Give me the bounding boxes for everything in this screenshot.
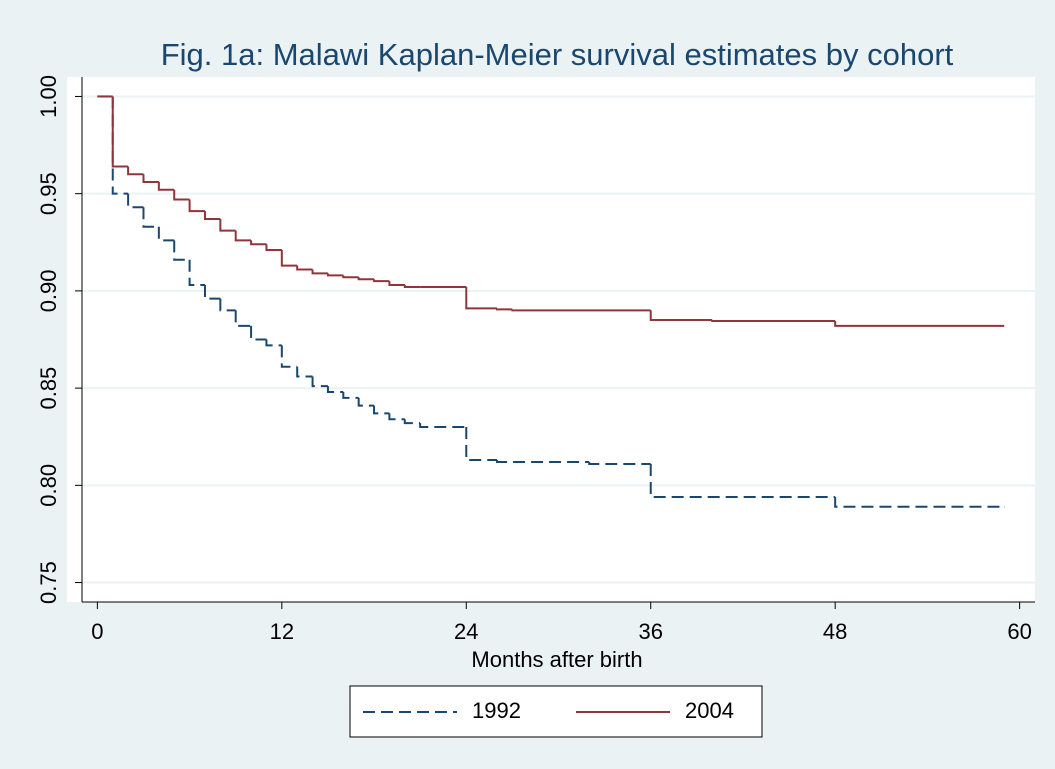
survival-step xyxy=(188,259,205,287)
survival-step xyxy=(403,419,421,425)
legend-label: 2004 xyxy=(685,698,734,723)
survival-step xyxy=(373,405,390,415)
survival-step xyxy=(649,310,713,322)
survival-step xyxy=(326,386,344,393)
survival-step xyxy=(419,423,467,428)
y-tick-label: 0.95 xyxy=(36,172,61,215)
survival-step xyxy=(219,298,236,312)
survival-step xyxy=(311,376,328,388)
survival-step xyxy=(496,308,513,311)
survival-step xyxy=(588,462,651,465)
y-tick-label: 0.75 xyxy=(36,561,61,604)
survival-step xyxy=(388,281,405,287)
survival-step xyxy=(834,321,1005,327)
survival-step xyxy=(649,463,836,498)
survival-step xyxy=(203,211,221,220)
survival-step xyxy=(234,310,252,327)
x-tick-label: 36 xyxy=(638,619,662,644)
survival-step xyxy=(280,345,298,368)
survival-step xyxy=(188,199,205,213)
survival-step xyxy=(296,265,313,271)
y-tick-label: 0.90 xyxy=(36,269,61,312)
survival-step xyxy=(250,240,267,246)
survival-step xyxy=(127,166,144,176)
survival-step xyxy=(265,339,282,347)
survival-step xyxy=(342,392,359,399)
survival-step xyxy=(173,189,190,201)
survival-step xyxy=(157,182,175,191)
survival-step xyxy=(403,285,421,288)
survival-step xyxy=(111,96,129,195)
x-tick-label: 60 xyxy=(1007,619,1031,644)
survival-step xyxy=(357,277,375,281)
survival-step xyxy=(465,427,498,462)
survival-step xyxy=(111,96,129,168)
plot-area xyxy=(67,77,1035,602)
x-tick-label: 0 xyxy=(91,619,103,644)
x-tick-label: 12 xyxy=(270,619,294,644)
survival-step xyxy=(142,174,159,183)
y-tick-label: 0.80 xyxy=(36,464,61,507)
survival-step xyxy=(265,244,282,252)
survival-step xyxy=(142,207,159,228)
survival-step xyxy=(465,287,498,310)
survival-step xyxy=(711,320,836,323)
chart-title: Fig. 1a: Malawi Kaplan-Meier survival es… xyxy=(161,37,954,72)
survival-step xyxy=(127,193,144,209)
survival-step xyxy=(388,413,405,421)
survival-step xyxy=(203,285,221,300)
y-tick-label: 1.00 xyxy=(36,75,61,118)
legend-label: 1992 xyxy=(472,698,521,723)
survival-step xyxy=(326,273,344,277)
survival-step xyxy=(219,218,236,232)
survival-step xyxy=(496,460,590,463)
survival-step xyxy=(373,279,390,283)
survival-step xyxy=(157,226,175,242)
survival-step xyxy=(250,325,267,341)
survival-step xyxy=(357,397,375,407)
survival-step xyxy=(342,275,359,279)
survival-step xyxy=(834,497,1005,508)
survival-step xyxy=(234,230,252,242)
x-tick-label: 24 xyxy=(454,619,478,644)
survival-step xyxy=(296,366,313,378)
x-axis-label: Months after birth xyxy=(471,647,642,672)
survival-step xyxy=(511,309,651,312)
y-tick-label: 0.85 xyxy=(36,367,61,410)
survival-step xyxy=(311,269,328,275)
survival-step xyxy=(173,240,190,261)
survival-step xyxy=(280,250,298,267)
x-tick-label: 48 xyxy=(823,619,847,644)
